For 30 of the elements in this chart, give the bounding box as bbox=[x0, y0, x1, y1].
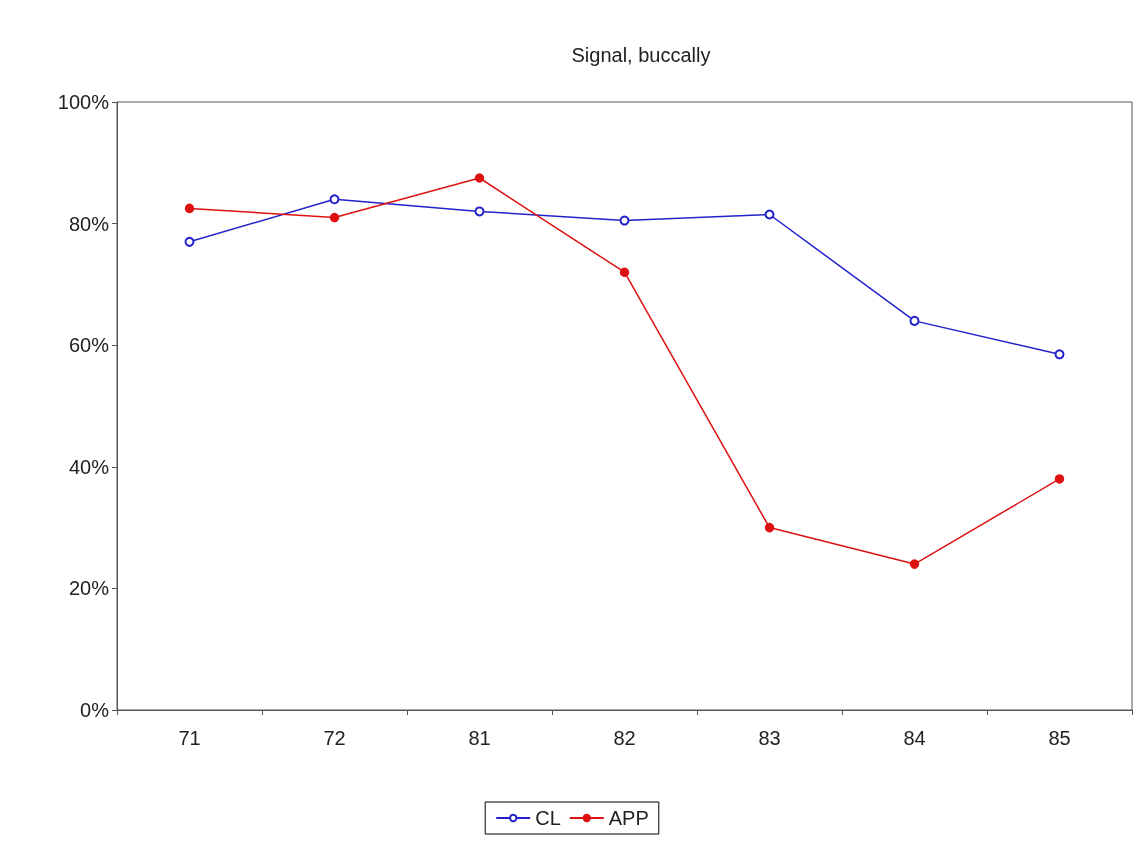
point bbox=[184, 203, 195, 214]
point bbox=[329, 212, 340, 223]
legend-label: CL bbox=[535, 807, 561, 829]
y-tick-label: 20% bbox=[68, 577, 110, 600]
legend-label: APP bbox=[608, 807, 649, 829]
point bbox=[474, 206, 485, 217]
y-tick-label: 80% bbox=[68, 212, 110, 235]
y-tick-label: 0% bbox=[80, 699, 110, 721]
point bbox=[619, 267, 630, 277]
point bbox=[909, 315, 920, 326]
point bbox=[329, 194, 340, 205]
x-tick-label: 85 bbox=[1048, 727, 1071, 749]
y-tick-label: 40% bbox=[68, 455, 110, 478]
point bbox=[909, 559, 920, 569]
point bbox=[184, 236, 195, 247]
point bbox=[1054, 349, 1065, 360]
y-tick-label: 100% bbox=[57, 91, 110, 113]
x-tick-label: 71 bbox=[178, 727, 201, 749]
point bbox=[474, 173, 485, 183]
y-tick-label: 60% bbox=[68, 334, 110, 357]
point bbox=[1054, 474, 1065, 484]
point bbox=[764, 522, 775, 533]
point bbox=[619, 215, 630, 226]
x-tick-label: 83 bbox=[758, 727, 781, 749]
x-tick-label: 84 bbox=[903, 727, 926, 749]
x-tick-label: 81 bbox=[468, 727, 491, 749]
x-tick-label: 82 bbox=[613, 727, 636, 749]
chart-title: Signal, buccally bbox=[571, 44, 711, 66]
point bbox=[764, 209, 775, 220]
x-tick-label: 72 bbox=[323, 727, 346, 749]
